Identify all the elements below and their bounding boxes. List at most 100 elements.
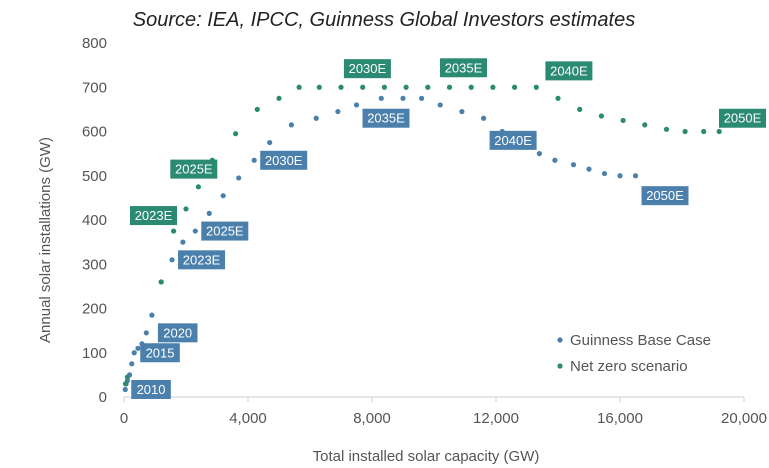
net-zero-year-label: 2040E [545, 61, 593, 81]
data-points [122, 84, 722, 393]
base-case-year-label: 2023E [178, 250, 226, 270]
net-zero-point [533, 84, 539, 90]
base-case-year-label-box [157, 323, 198, 343]
base-case-year-label-box [201, 221, 249, 241]
base-case-point [122, 386, 128, 393]
net-zero-point [233, 131, 239, 137]
x-tick-label: 4,000 [229, 410, 267, 427]
base-case-year-label-box [260, 150, 308, 170]
base-case-point [617, 173, 623, 179]
net-zero-point [195, 184, 201, 190]
net-zero-year-label-box [440, 58, 487, 78]
x-tick-label: 0 [120, 410, 128, 427]
net-zero-point [682, 128, 688, 135]
net-zero-point [124, 374, 131, 380]
x-tick-label: 16,000 [597, 410, 643, 427]
base-case-point [335, 108, 341, 115]
base-case-point [378, 95, 384, 101]
base-case-point [437, 102, 443, 108]
base-case-point [131, 350, 137, 356]
net-zero-year-label-box [719, 108, 766, 128]
net-zero-year-label-text: 2023E [135, 208, 173, 223]
net-zero-point [381, 84, 387, 90]
net-zero-year-label-text: 2035E [445, 60, 483, 75]
base-case-point [288, 122, 294, 128]
base-case-point [206, 210, 212, 216]
base-case-year-label-text: 2030E [265, 153, 303, 168]
source-note: Source: IEA, IPCC, Guinness Global Inves… [133, 9, 635, 31]
base-case-year-label: 2020 [157, 323, 198, 343]
data-labels: 2010 2015 2020 2023E 2025E 2030E 2035E 2040E 205… [130, 58, 766, 399]
base-case-year-label-box [362, 108, 410, 128]
base-case-year-label-text: 2040E [494, 133, 532, 148]
y-tick-label: 600 [82, 124, 107, 141]
net-zero-point [620, 117, 626, 124]
y-tick-label: 700 [82, 79, 107, 96]
legend: Guinness Base Case Net zero scenario [557, 332, 711, 375]
base-case-point [586, 166, 592, 172]
base-case-year-label: 2035E [362, 108, 410, 128]
net-zero-point [446, 84, 453, 90]
net-zero-year-label-box [545, 61, 593, 81]
base-case-year-label: 2030E [260, 150, 308, 170]
x-tick-label: 20,000 [721, 410, 767, 427]
net-zero-point [183, 206, 189, 212]
net-zero-point [122, 381, 129, 387]
net-zero-year-label-text: 2030E [349, 61, 387, 76]
x-axis-ticks: 0 4,000 8,000 12,000 16,000 20,000 [120, 397, 767, 427]
y-tick-label: 200 [82, 301, 107, 318]
y-tick-label: 800 [82, 35, 107, 52]
base-case-year-label-box [489, 130, 537, 150]
x-axis-title: Total installed solar capacity (GW) [313, 448, 540, 465]
base-case-point [552, 157, 558, 163]
base-case-point [143, 330, 149, 336]
base-case-point [353, 102, 360, 108]
base-case-point [251, 157, 257, 163]
net-zero-year-label-text: 2040E [550, 63, 588, 78]
base-case-point [481, 115, 487, 121]
net-zero-point [296, 84, 302, 90]
y-axis-title: Annual solar installations (GW) [37, 137, 54, 343]
base-case-year-label-box [131, 379, 171, 399]
base-case-year-label-text: 2025E [206, 224, 244, 239]
net-zero-year-label-box [130, 206, 177, 226]
y-tick-label: 500 [82, 168, 107, 185]
base-case-year-label: 2015 [140, 343, 180, 363]
y-tick-label: 0 [99, 389, 107, 406]
net-zero-point [598, 113, 605, 119]
net-zero-point [716, 128, 722, 135]
net-zero-point [663, 126, 670, 132]
y-tick-label: 100 [82, 345, 107, 362]
net-zero-point [158, 279, 164, 285]
base-case-year-label: 2010 [131, 379, 171, 399]
net-zero-year-label-box [170, 159, 218, 179]
base-case-year-label-box [178, 250, 226, 270]
net-zero-year-label: 2050E [719, 108, 766, 128]
y-tick-label: 400 [82, 212, 107, 229]
x-tick-label: 12,000 [473, 410, 519, 427]
base-case-point [536, 151, 543, 157]
base-case-point [419, 95, 425, 101]
base-case-point [601, 170, 608, 177]
legend-label-netzero: Net zero scenario [570, 358, 688, 375]
net-zero-point [338, 84, 344, 90]
base-case-point [313, 115, 319, 121]
net-zero-point [577, 106, 583, 112]
base-case-point [180, 239, 186, 245]
base-case-year-label: 2040E [489, 130, 537, 150]
base-case-year-label-text: 2020 [163, 325, 192, 340]
net-zero-point [360, 84, 366, 90]
net-zero-point [425, 84, 431, 90]
legend-label-base: Guinness Base Case [570, 332, 711, 349]
base-case-year-label-box [140, 343, 180, 363]
net-zero-year-label: 2030E [343, 59, 391, 79]
base-case-point [149, 312, 155, 318]
base-case-year-label-box [641, 186, 689, 206]
net-zero-point [403, 84, 409, 90]
base-case-point [400, 95, 406, 101]
x-tick-label: 8,000 [353, 410, 391, 427]
base-case-year-label-text: 2050E [646, 188, 684, 203]
net-zero-point [171, 228, 177, 234]
net-zero-point [316, 84, 322, 90]
base-case-year-label-text: 2023E [183, 252, 221, 267]
